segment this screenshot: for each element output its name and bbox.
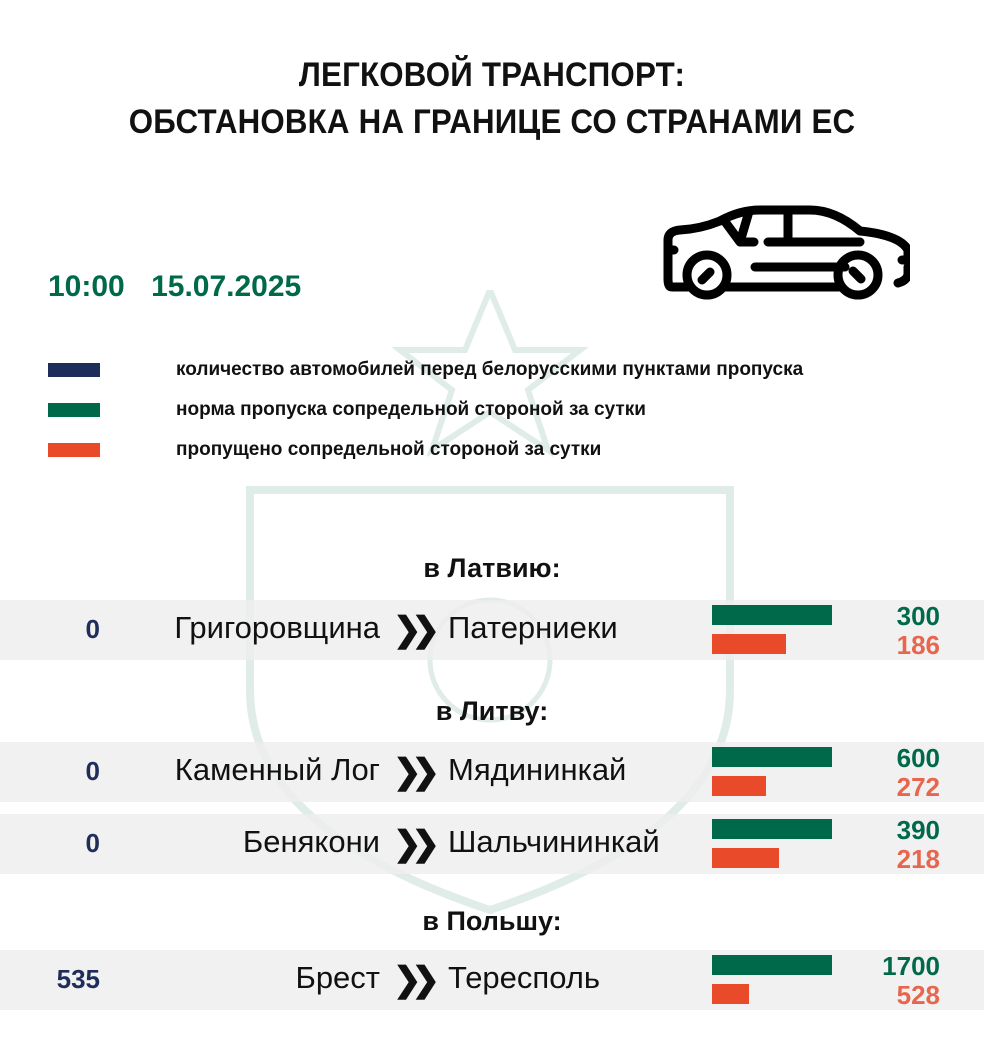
- norm-bar: [712, 605, 832, 625]
- to-checkpoint: Тересполь: [448, 960, 601, 995]
- timestamp: 10:00 15.07.2025: [48, 270, 301, 304]
- page-title: ЛЕГКОВОЙ ТРАНСПОРТ: ОБСТАНОВКА НА ГРАНИЦ…: [39, 52, 944, 146]
- date: 15.07.2025: [151, 270, 302, 303]
- norm-value: 300: [896, 601, 940, 631]
- passed-value: 218: [896, 844, 940, 874]
- norm-bar: [712, 819, 832, 839]
- title-line-1: ЛЕГКОВОЙ ТРАНСПОРТ:: [298, 56, 686, 94]
- to-checkpoint: Шальчининкай: [448, 824, 660, 859]
- norm-value: 1700: [882, 951, 940, 981]
- section-title: в Польшу:: [422, 906, 562, 936]
- norm-value: 390: [896, 815, 940, 845]
- from-checkpoint: Бенякони: [242, 824, 380, 859]
- title-line-2: ОБСТАНОВКА НА ГРАНИЦЕ СО СТРАНАМИ ЕС: [128, 103, 856, 141]
- from-checkpoint: Григоровщина: [174, 610, 380, 645]
- crossing-row: 0 Бенякони ❯❯ Шальчининкай 390 218: [0, 814, 984, 874]
- passed-value: 528: [896, 980, 940, 1010]
- double-chevron-right-icon: ❯❯: [393, 825, 440, 863]
- section-title: в Литву:: [435, 696, 549, 726]
- from-checkpoint: Брест: [295, 960, 380, 995]
- double-chevron-right-icon: ❯❯: [393, 753, 440, 791]
- passed-bar: [712, 848, 779, 868]
- norm-value: 600: [896, 743, 940, 773]
- legend-label: количество автомобилей перед белорусским…: [176, 359, 804, 380]
- crossing-row: 0 Каменный Лог ❯❯ Мядининкай 600 272: [0, 742, 984, 802]
- passed-value: 272: [896, 772, 940, 802]
- section-title: в Латвию:: [423, 553, 561, 583]
- legend-item: норма пропуска сопредельной стороной за …: [48, 399, 646, 420]
- legend-label: пропущено сопредельной стороной за сутки: [176, 439, 602, 460]
- queue-count: 0: [85, 614, 100, 644]
- double-chevron-right-icon: ❯❯: [393, 961, 440, 999]
- to-checkpoint: Патерниеки: [448, 610, 618, 645]
- passed-bar: [712, 776, 766, 796]
- queue-count: 535: [56, 964, 100, 994]
- double-chevron-right-icon: ❯❯: [393, 611, 440, 649]
- crossing-row: 535 Брест ❯❯ Тересполь 1700 528: [0, 950, 984, 1010]
- passed-bar: [712, 984, 749, 1004]
- legend-swatch: [48, 403, 100, 417]
- legend-swatch: [48, 443, 100, 457]
- legend-item: количество автомобилей перед белорусским…: [48, 359, 804, 380]
- crossing-row: 0 Григоровщина ❯❯ Патерниеки 300 186: [0, 600, 984, 660]
- legend-swatch: [48, 363, 100, 377]
- car-icon: [663, 205, 910, 300]
- queue-count: 0: [85, 828, 100, 858]
- legend-label: норма пропуска сопредельной стороной за …: [176, 399, 646, 420]
- legend-item: пропущено сопредельной стороной за сутки: [48, 439, 602, 460]
- passed-value: 186: [896, 630, 940, 660]
- queue-count: 0: [85, 756, 100, 786]
- to-checkpoint: Мядининкай: [448, 752, 627, 787]
- time: 10:00: [48, 270, 125, 303]
- norm-bar: [712, 955, 832, 975]
- from-checkpoint: Каменный Лог: [174, 752, 380, 787]
- passed-bar: [712, 634, 786, 654]
- norm-bar: [712, 747, 832, 767]
